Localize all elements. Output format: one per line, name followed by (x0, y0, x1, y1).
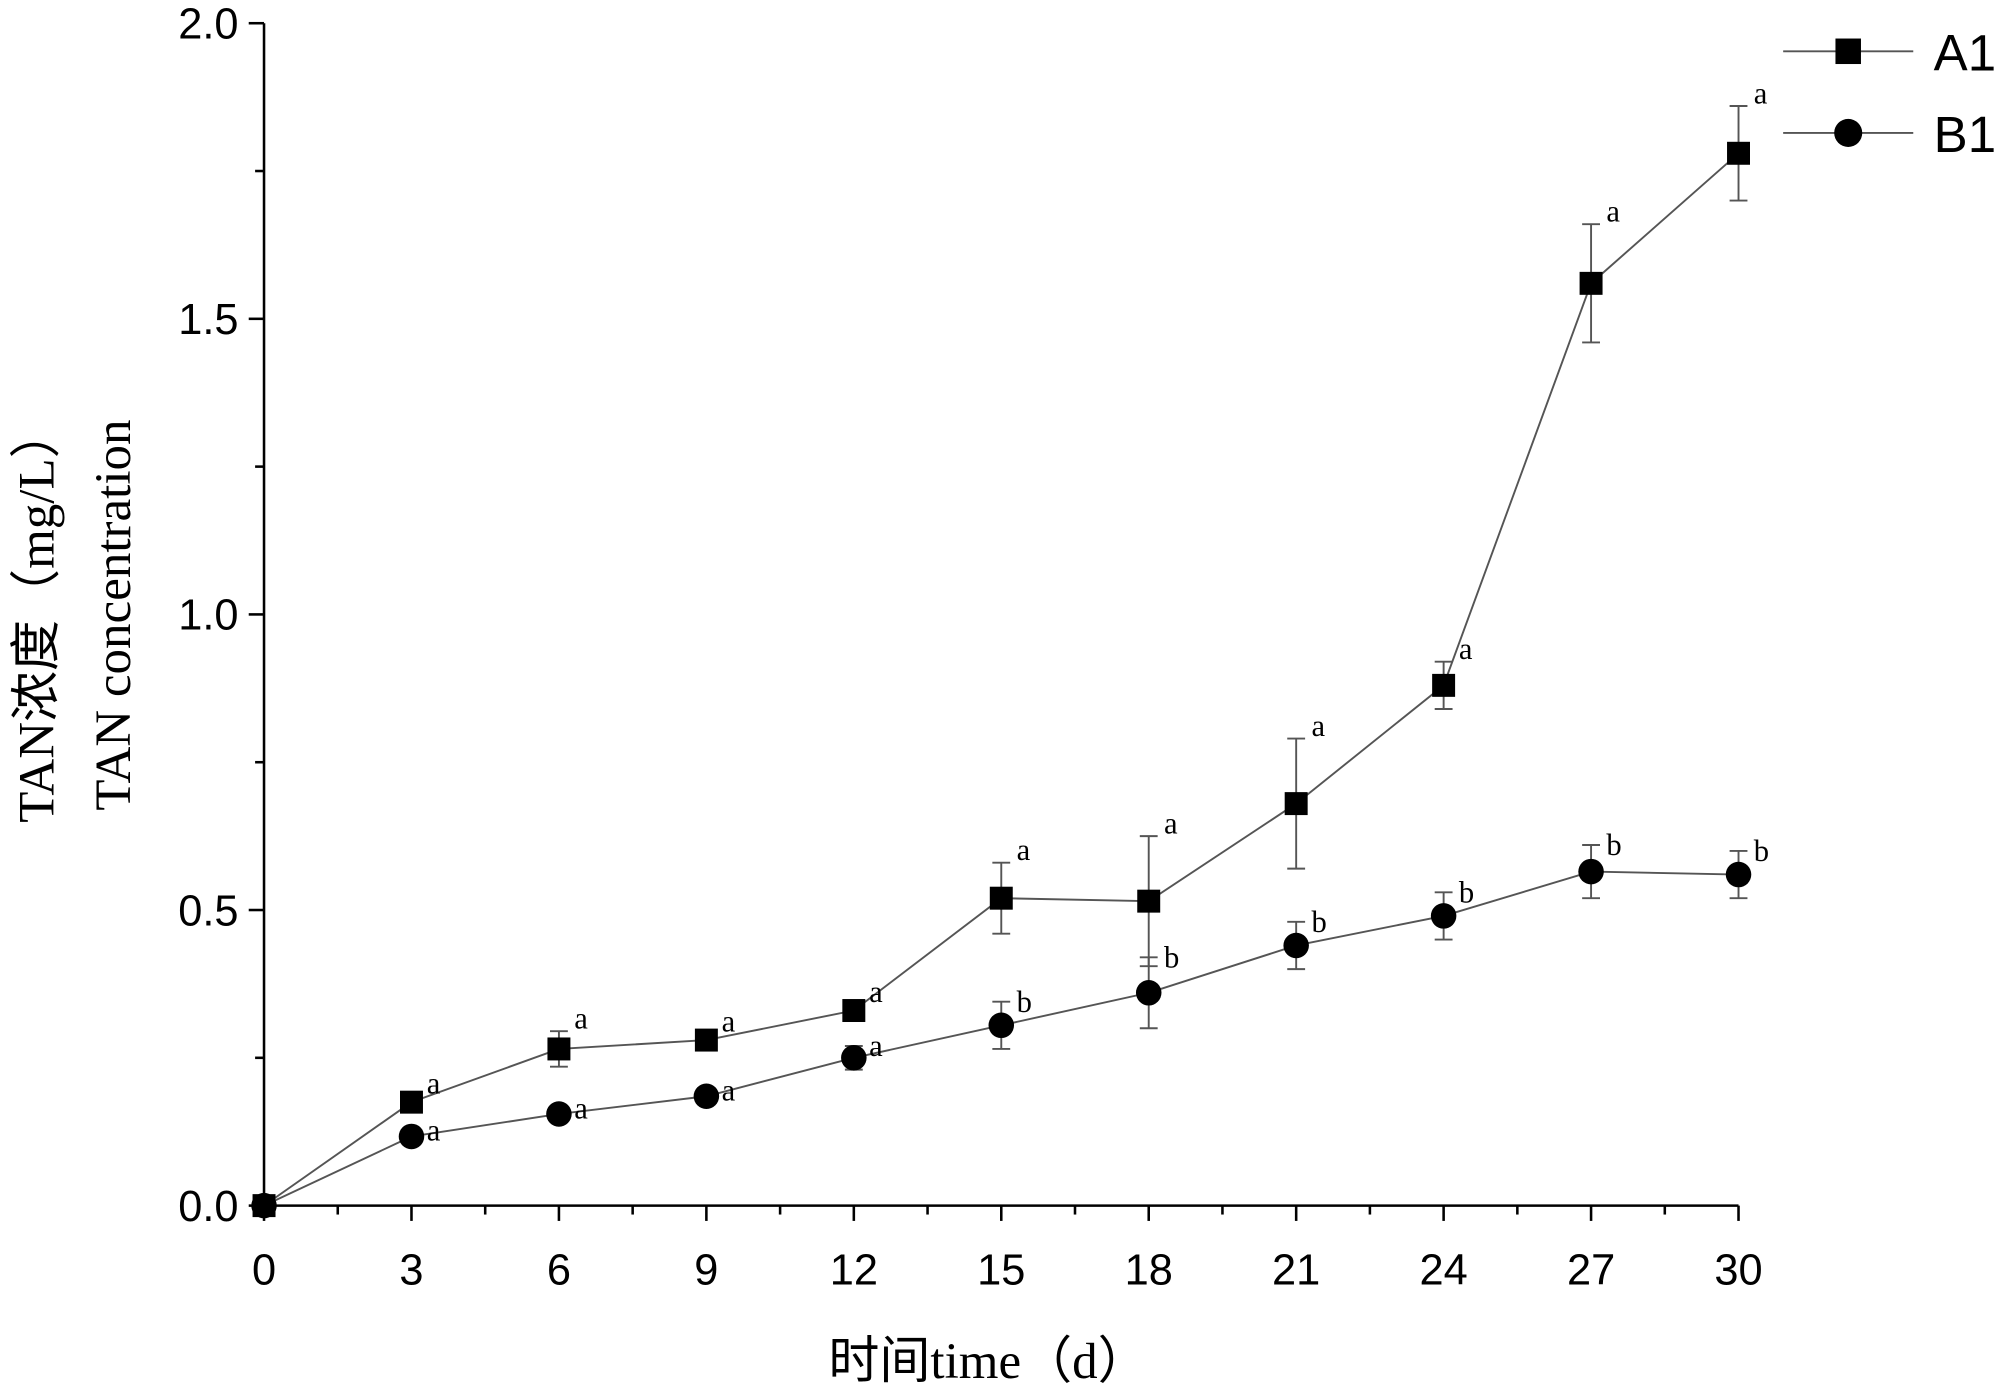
data-point (694, 1028, 718, 1052)
x-tick-label: 27 (1567, 1247, 1615, 1295)
significance-label: a (722, 1074, 736, 1108)
data-point (546, 1101, 572, 1127)
data-point (1725, 861, 1752, 888)
significance-label: b (1164, 941, 1179, 975)
x-tick-label: 6 (547, 1247, 571, 1295)
x-tick-label: 12 (830, 1247, 878, 1295)
y-tick-label: 0.0 (178, 1183, 238, 1231)
x-tick-label: 18 (1125, 1247, 1173, 1295)
x-tick-label: 30 (1714, 1247, 1762, 1295)
significance-label: b (1606, 828, 1621, 862)
significance-label: a (1017, 833, 1031, 867)
data-point (1727, 141, 1750, 165)
significance-label: a (1459, 632, 1473, 666)
significance-label: a (427, 1114, 441, 1148)
x-tick-label: 15 (977, 1247, 1025, 1295)
significance-label: a (427, 1067, 441, 1101)
data-point (400, 1090, 423, 1114)
significance-label: a (1606, 195, 1620, 229)
data-point (841, 1045, 867, 1071)
legend-label-B1: B1 (1934, 106, 1996, 163)
significance-label: a (722, 1005, 736, 1039)
x-tick-label: 9 (694, 1247, 718, 1295)
significance-label: a (574, 1091, 588, 1125)
data-point (1283, 932, 1309, 959)
x-tick-label: 21 (1272, 1247, 1320, 1295)
data-point (547, 1037, 571, 1061)
significance-label: b (1017, 985, 1032, 1019)
data-point (1578, 858, 1604, 885)
data-point (398, 1123, 425, 1150)
legend-label-A1: A1 (1934, 24, 1996, 81)
data-point (693, 1083, 720, 1110)
significance-label: a (574, 1002, 588, 1036)
significance-label: a (869, 1029, 883, 1063)
significance-label: a (1311, 709, 1325, 743)
y-axis-label-line2: TAN concentration (86, 419, 142, 810)
significance-label: a (1754, 76, 1768, 110)
data-point (1432, 673, 1456, 697)
x-tick-label: 3 (399, 1247, 423, 1295)
y-tick-label: 0.5 (178, 887, 238, 935)
y-tick-label: 1.5 (178, 296, 238, 344)
data-point (988, 1012, 1015, 1039)
y-tick-label: 1.0 (178, 592, 238, 640)
y-axis-label-line1: TAN浓度（mg/L） (10, 407, 66, 822)
data-point (842, 999, 866, 1023)
data-point (1579, 271, 1603, 295)
significance-label: a (1164, 807, 1178, 841)
legend-marker-A1 (1835, 38, 1861, 65)
data-point (1430, 903, 1457, 929)
axes: 0 3 6 9 12 15 18 21 24 27 30 0.0 0.5 1.0 1.5 2.0 (178, 1, 1762, 1295)
significance-label: b (1459, 875, 1474, 909)
x-tick-label: 24 (1420, 1247, 1468, 1295)
significance-label: b (1754, 834, 1769, 868)
data-point (989, 886, 1013, 910)
x-tick-label: 0 (252, 1247, 276, 1295)
data-point (1284, 792, 1308, 816)
x-axis-label: 时间time（d） (828, 1334, 1148, 1387)
legend-marker-B1 (1834, 118, 1863, 147)
significance-label: a (869, 975, 883, 1009)
y-tick-label: 2.0 (178, 1, 238, 49)
significance-label: b (1311, 905, 1326, 939)
data-point (1137, 889, 1161, 913)
data-point (1135, 980, 1162, 1006)
data-point (251, 1192, 277, 1219)
